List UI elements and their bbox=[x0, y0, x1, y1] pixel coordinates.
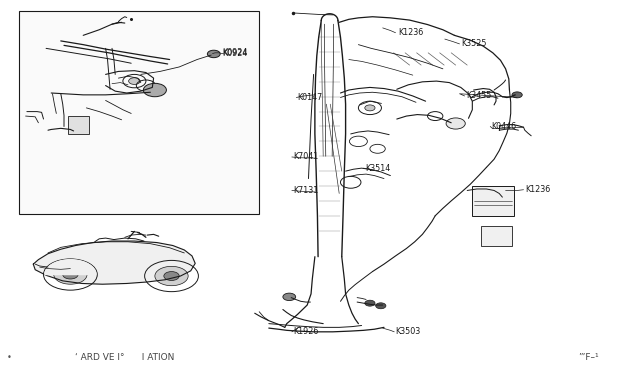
Bar bbox=[481, 226, 512, 246]
Text: •: • bbox=[6, 353, 12, 362]
Circle shape bbox=[283, 293, 296, 301]
Circle shape bbox=[155, 266, 188, 286]
Circle shape bbox=[365, 105, 375, 111]
Text: K1926: K1926 bbox=[293, 327, 319, 336]
Polygon shape bbox=[45, 260, 96, 275]
Circle shape bbox=[207, 50, 220, 58]
Polygon shape bbox=[33, 241, 195, 284]
Text: K1236: K1236 bbox=[525, 185, 550, 194]
Text: K1236: K1236 bbox=[398, 28, 423, 37]
Circle shape bbox=[376, 303, 386, 309]
Text: K7041: K7041 bbox=[293, 153, 318, 161]
Text: K3525: K3525 bbox=[461, 39, 486, 48]
Text: K3503: K3503 bbox=[396, 327, 420, 336]
Circle shape bbox=[365, 300, 375, 306]
Circle shape bbox=[63, 270, 78, 279]
Text: ’”F–¹: ’”F–¹ bbox=[579, 353, 599, 362]
Text: K0446: K0446 bbox=[492, 122, 516, 131]
Circle shape bbox=[143, 83, 166, 97]
Circle shape bbox=[54, 265, 87, 284]
Circle shape bbox=[129, 78, 140, 84]
Bar bbox=[19, 11, 259, 214]
Text: K0147: K0147 bbox=[298, 93, 323, 102]
Bar bbox=[472, 186, 514, 216]
Text: K0924: K0924 bbox=[223, 48, 248, 57]
Text: K0924: K0924 bbox=[223, 49, 248, 58]
Text: K7131: K7131 bbox=[293, 186, 318, 195]
Circle shape bbox=[512, 92, 522, 98]
Bar bbox=[68, 116, 89, 134]
Text: ‘ ARD VE I°      I ATION: ‘ ARD VE I° I ATION bbox=[75, 353, 175, 362]
Text: K3455: K3455 bbox=[466, 92, 492, 100]
Circle shape bbox=[446, 118, 465, 129]
Circle shape bbox=[164, 272, 179, 280]
Text: K3514: K3514 bbox=[365, 164, 390, 173]
